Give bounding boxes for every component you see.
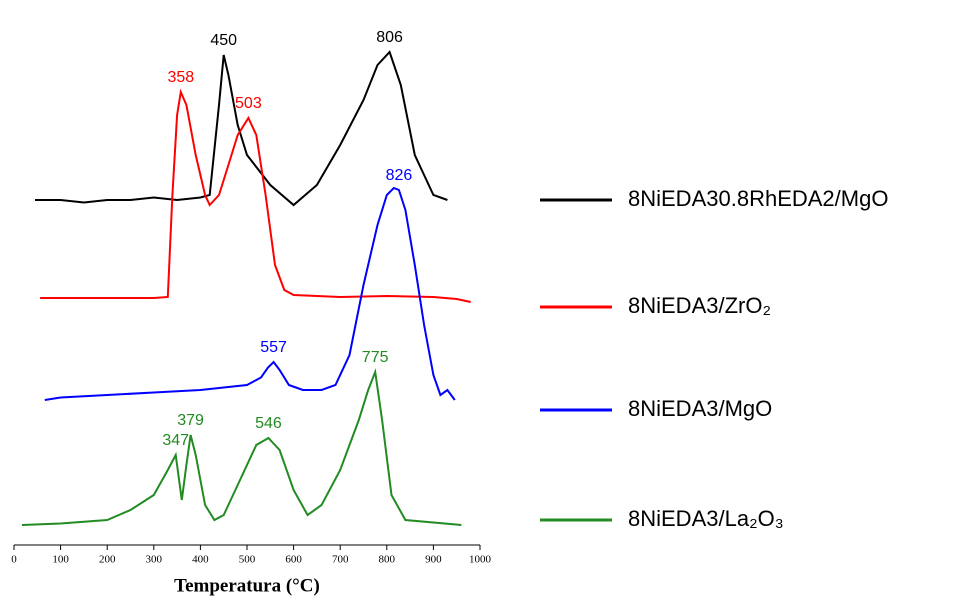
peak-label: 826 (386, 167, 413, 184)
peak-label: 806 (376, 29, 403, 46)
legend-label: 8NiEDA30.8RhEDA2/MgO (628, 186, 888, 211)
peak-label: 775 (362, 349, 389, 366)
x-tick-label: 300 (146, 554, 163, 566)
x-tick-label: 600 (285, 554, 302, 566)
series-line (35, 50, 448, 207)
series-line (40, 88, 471, 303)
legend-label: 8NiEDA3/ZrO₂ (628, 293, 771, 318)
peak-label: 450 (210, 32, 237, 49)
x-axis-label: Temperatura (°C) (174, 575, 320, 596)
peak-label: 503 (235, 95, 262, 112)
x-tick-label: 1000 (469, 554, 492, 566)
peak-label: 347 (162, 432, 189, 449)
legend-label: 8NiEDA3/La₂O₃ (628, 506, 784, 531)
peak-label: 358 (167, 69, 194, 86)
legend-label: 8NiEDA3/MgO (628, 396, 772, 421)
series-line (44, 186, 456, 401)
x-tick-label: 200 (99, 554, 116, 566)
peak-label: 557 (260, 339, 287, 356)
peak-label: 546 (255, 415, 282, 432)
x-tick-label: 800 (379, 554, 396, 566)
x-tick-label: 700 (332, 554, 349, 566)
x-tick-label: 0 (11, 554, 17, 566)
series-line (21, 368, 462, 526)
x-tick-label: 400 (192, 554, 209, 566)
peak-label: 379 (177, 412, 204, 429)
x-tick-label: 900 (425, 554, 442, 566)
x-tick-label: 100 (52, 554, 69, 566)
x-tick-label: 500 (239, 554, 256, 566)
